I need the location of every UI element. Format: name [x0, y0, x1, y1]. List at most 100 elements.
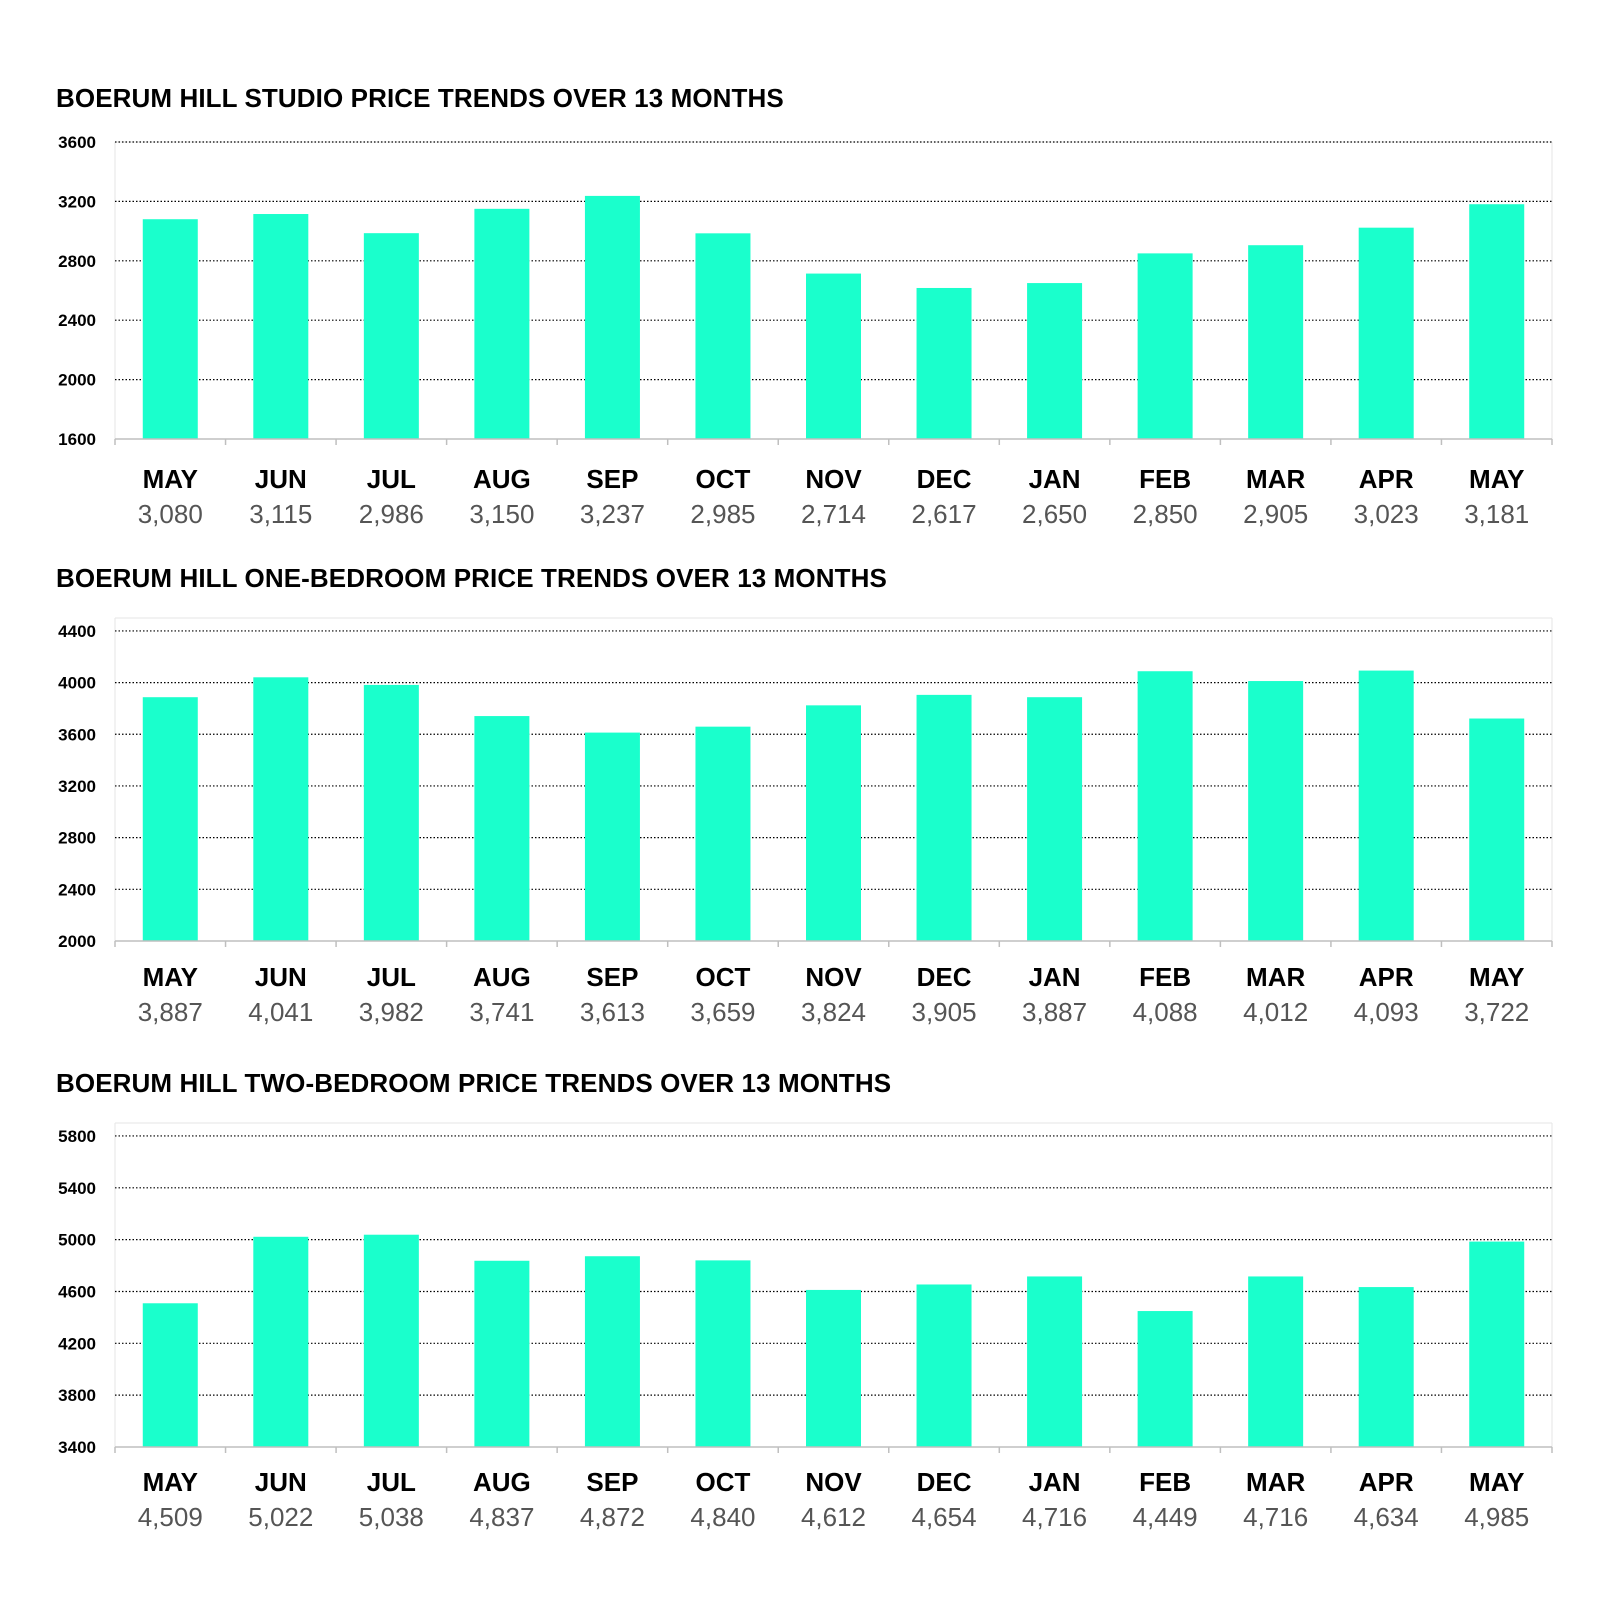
- data-label: 2,905: [1243, 499, 1308, 529]
- x-tick-label: DEC: [917, 464, 972, 494]
- x-tick-label: JAN: [1029, 464, 1081, 494]
- x-tick-label: MAR: [1246, 1467, 1305, 1497]
- x-tick-label: MAY: [143, 962, 198, 992]
- x-tick-label: JUN: [255, 962, 307, 992]
- y-tick-label: 5800: [58, 1127, 96, 1146]
- data-label: 3,905: [911, 997, 976, 1027]
- y-tick-label: 3400: [58, 1438, 96, 1457]
- x-tick-label: JUN: [255, 1467, 307, 1497]
- y-tick-label: 3200: [58, 777, 96, 796]
- bar: [584, 1256, 640, 1447]
- x-tick-label: APR: [1359, 1467, 1414, 1497]
- data-label: 5,038: [359, 1502, 424, 1532]
- bar: [142, 1303, 198, 1447]
- x-tick-label: APR: [1359, 962, 1414, 992]
- data-label: 3,741: [469, 997, 534, 1027]
- x-tick-label: MAY: [1469, 962, 1524, 992]
- data-label: 4,012: [1243, 997, 1308, 1027]
- data-label: 3,887: [1022, 997, 1087, 1027]
- data-label: 3,115: [249, 499, 312, 529]
- data-label: 4,041: [248, 997, 313, 1027]
- bar: [1027, 283, 1083, 439]
- bar: [1358, 1287, 1414, 1447]
- y-tick-label: 3800: [58, 1386, 96, 1405]
- x-tick-label: NOV: [805, 962, 862, 992]
- x-tick-label: AUG: [473, 1467, 531, 1497]
- data-label: 3,023: [1354, 499, 1419, 529]
- bar: [363, 233, 419, 439]
- y-tick-label: 4400: [58, 622, 96, 641]
- studio-chart: BOERUM HILL STUDIO PRICE TRENDS OVER 13 …: [0, 0, 1600, 530]
- bar: [253, 214, 309, 439]
- bar: [253, 1236, 309, 1447]
- bar: [916, 1284, 972, 1447]
- data-label: 5,022: [248, 1502, 313, 1532]
- data-label: 3,982: [359, 997, 424, 1027]
- y-tick-label: 5400: [58, 1179, 96, 1198]
- data-label: 4,509: [138, 1502, 203, 1532]
- bar: [1248, 681, 1304, 941]
- x-tick-label: SEP: [586, 464, 638, 494]
- bar: [1358, 227, 1414, 439]
- y-tick-label: 4000: [58, 674, 96, 693]
- bar: [1469, 204, 1525, 439]
- bar: [806, 705, 861, 941]
- bar: [474, 716, 530, 941]
- data-label: 3,080: [138, 499, 203, 529]
- bar: [1469, 1241, 1525, 1447]
- bar: [806, 273, 861, 439]
- chart-title: BOERUM HILL STUDIO PRICE TRENDS OVER 13 …: [56, 83, 784, 113]
- x-tick-label: OCT: [696, 1467, 751, 1497]
- x-tick-label: AUG: [473, 962, 531, 992]
- bar: [584, 195, 640, 439]
- data-label: 2,650: [1022, 499, 1087, 529]
- bar: [363, 684, 419, 941]
- bar: [1137, 253, 1193, 439]
- x-tick-label: DEC: [917, 1467, 972, 1497]
- x-tick-label: JUL: [367, 1467, 416, 1497]
- data-label: 4,716: [1022, 1502, 1087, 1532]
- data-label: 4,837: [469, 1502, 534, 1532]
- x-tick-label: NOV: [805, 464, 862, 494]
- bar: [695, 1260, 751, 1447]
- bar: [695, 233, 751, 439]
- x-tick-label: MAY: [143, 464, 198, 494]
- bar: [474, 208, 530, 439]
- x-tick-label: AUG: [473, 464, 531, 494]
- studio-chart-plot: 1600 2000 2400 2800 3200 3600 MAY 3,080 JUN 3,115…: [58, 133, 1553, 529]
- y-tick-label: 2000: [58, 932, 96, 951]
- data-label: 2,850: [1133, 499, 1198, 529]
- bar: [253, 677, 309, 941]
- x-tick-label: SEP: [586, 962, 638, 992]
- bar: [1027, 1276, 1083, 1447]
- data-label: 4,716: [1243, 1502, 1308, 1532]
- data-label: 4,985: [1464, 1502, 1529, 1532]
- data-label: 3,181: [1464, 499, 1529, 529]
- data-label: 4,634: [1354, 1502, 1419, 1532]
- bar: [1469, 718, 1525, 941]
- y-tick-label: 2000: [58, 371, 96, 390]
- x-tick-label: OCT: [696, 962, 751, 992]
- data-label: 4,612: [801, 1502, 866, 1532]
- one-bedroom-chart: BOERUM HILL ONE-BEDROOM PRICE TRENDS OVE…: [0, 530, 1600, 1035]
- x-tick-label: FEB: [1139, 464, 1191, 494]
- x-tick-label: MAY: [143, 1467, 198, 1497]
- y-tick-label: 2400: [58, 880, 96, 899]
- one-bedroom-chart-plot: 2000 2400 2800 3200 3600 4000 4400 MAY 3,887 JUN 4…: [58, 617, 1553, 1027]
- y-tick-label: 1600: [58, 430, 96, 449]
- data-label: 3,659: [690, 997, 755, 1027]
- chart-title: BOERUM HILL TWO-BEDROOM PRICE TRENDS OVE…: [56, 1068, 892, 1098]
- data-label: 3,824: [801, 997, 866, 1027]
- data-label: 2,617: [911, 499, 976, 529]
- y-tick-label: 2800: [58, 252, 96, 271]
- data-label: 4,654: [911, 1502, 976, 1532]
- x-tick-label: APR: [1359, 464, 1414, 494]
- y-tick-label: 3600: [58, 133, 96, 152]
- x-tick-label: DEC: [917, 962, 972, 992]
- bar: [363, 1234, 419, 1447]
- x-tick-label: JAN: [1029, 1467, 1081, 1497]
- data-label: 4,449: [1133, 1502, 1198, 1532]
- data-label: 3,722: [1464, 997, 1529, 1027]
- y-tick-label: 3200: [58, 192, 96, 211]
- data-label: 3,237: [580, 499, 645, 529]
